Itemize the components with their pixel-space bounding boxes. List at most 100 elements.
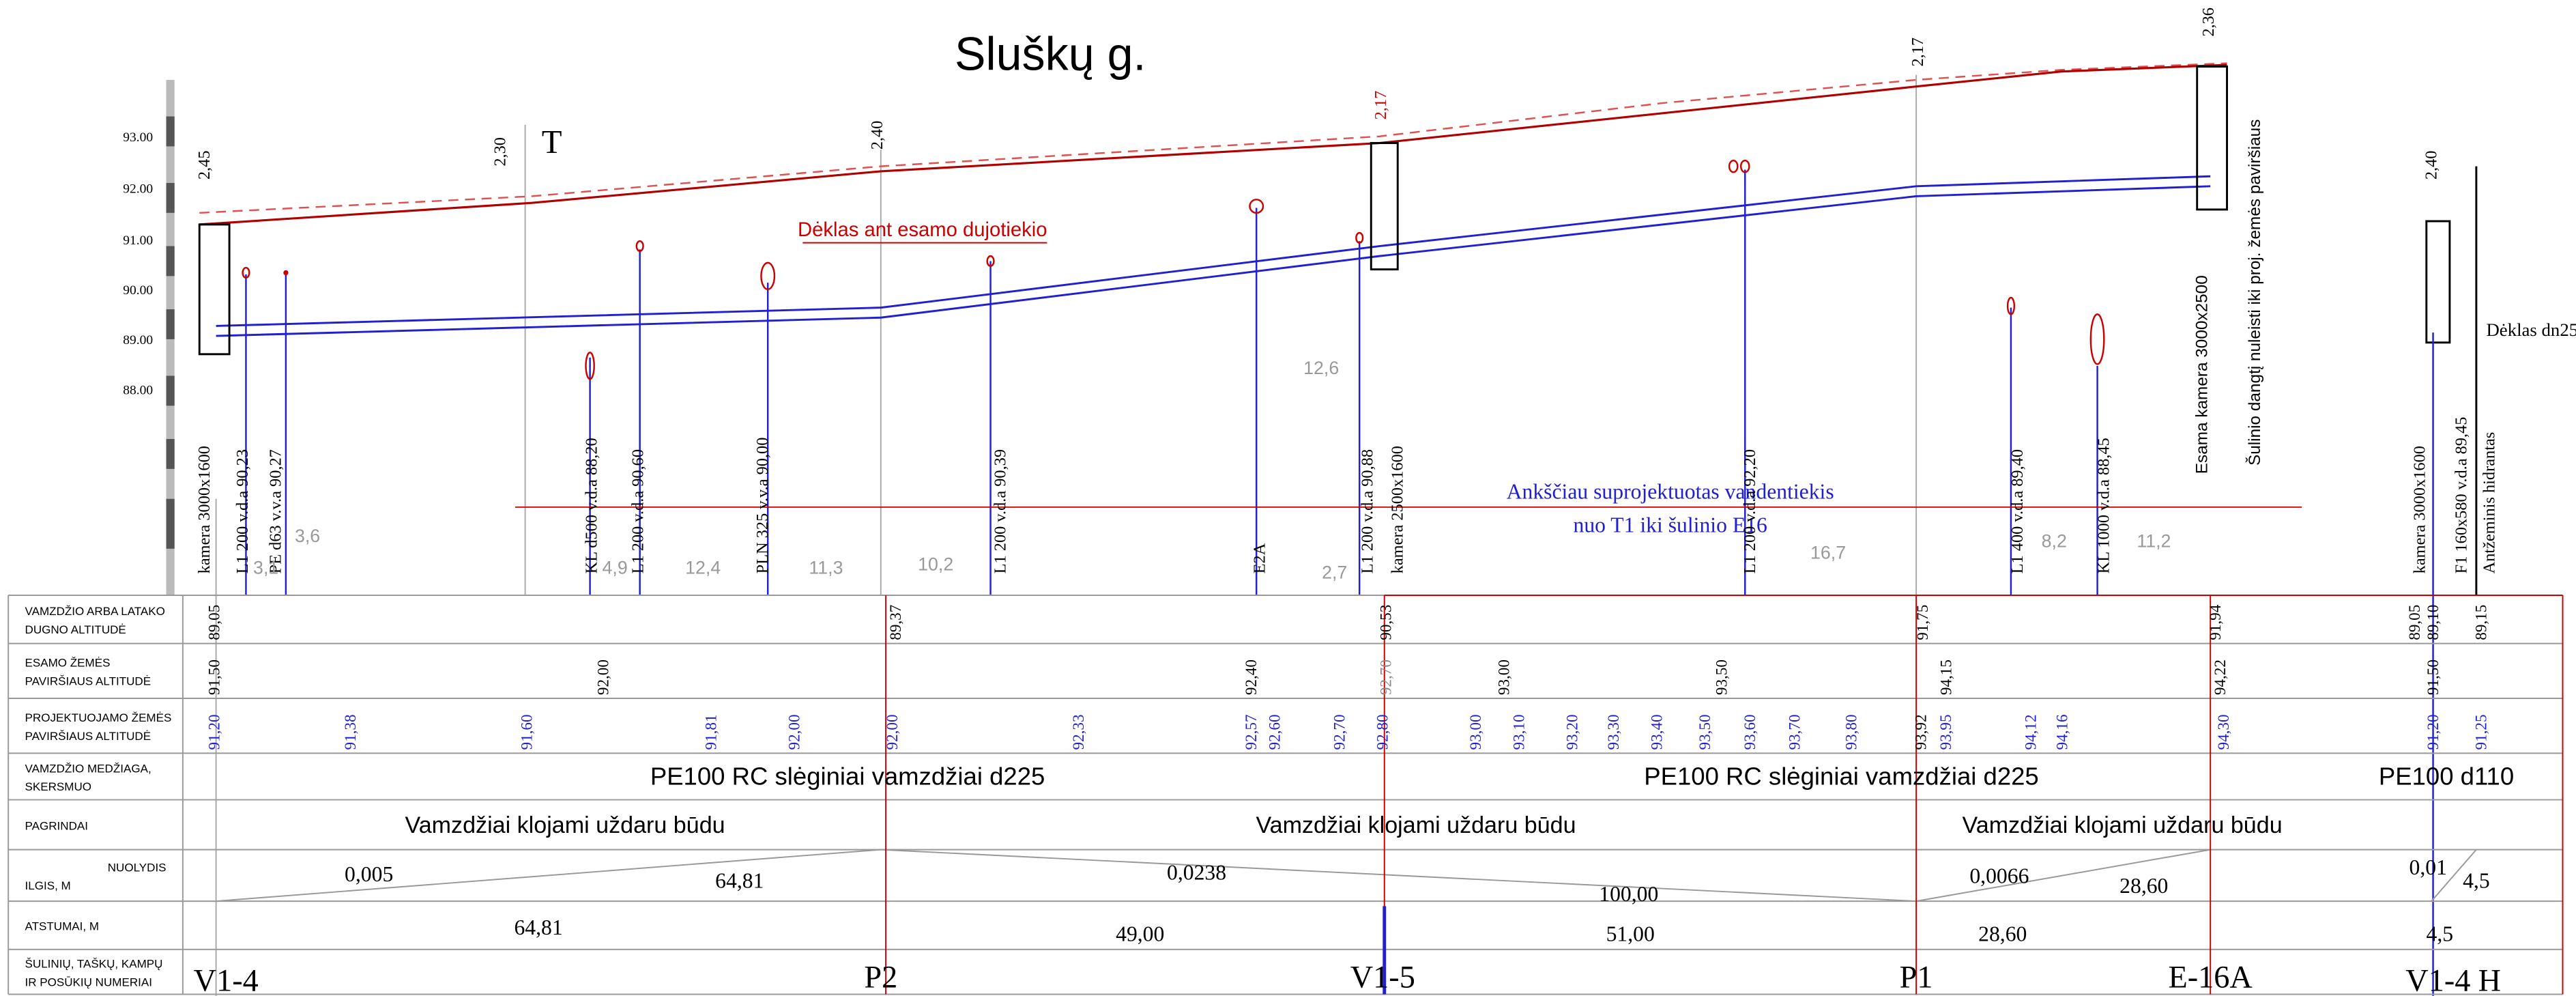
table-value: 93,50 [1696,714,1714,750]
dimension-label: 12,6 [1303,358,1339,378]
chambers [198,66,2478,595]
note-casing-dn250: Dėklas dn250 [2486,319,2576,340]
dimension-label: 3,6 [295,526,320,546]
table-value: 89,05 [2406,605,2424,640]
table-grid [8,595,2564,995]
crossing-lines [242,159,2434,996]
table-value: 89,05 [205,605,223,640]
table-value: 0,0238 [1167,860,1226,884]
table-value: 94,30 [2215,714,2233,750]
row-label: VAMZDŽIO ARBA LATAKO [25,605,165,618]
table-value: P2 [864,961,897,995]
crossing-label: L1 200 v.d.a 90,60 [629,449,648,573]
row-label: ATSTUMAI, M [25,920,100,933]
row-label: PROJEKTUOJAMO ŽEMĖS [25,711,172,724]
dimension-label: 16,7 [1810,542,1846,563]
row-label: ILGIS, M [25,879,71,892]
row-label: PAVIRŠIAUS ALTITUDĖ [25,674,151,687]
table-value: 94,16 [2054,714,2072,750]
table-value: 64,81 [715,869,764,893]
table-value: 89,10 [2425,605,2442,640]
crossing-label: kamera 3000x1600 [195,446,214,573]
row-label: SKERSMUO [25,780,91,793]
table-value: 91,38 [342,714,360,750]
depth-label: 2,36 [2199,8,2218,37]
depth-label: 2,30 [491,137,509,167]
table-value: V1-4 [2405,964,2470,996]
pipe-bottom [216,185,2211,337]
existing-ground [199,62,2227,214]
table-value: 93,70 [1786,714,1804,750]
table-value: 0,01 [2409,855,2447,879]
table-value: 93,80 [1842,714,1860,750]
crossing-label: L1 200 v.d.a 90,88 [1359,449,1377,573]
table-value: 93,60 [1741,714,1759,750]
row-label: NUOLYDIS [108,861,167,874]
elevation-label: 89.00 [123,333,153,347]
table-value: 94,12 [2022,714,2040,750]
dimension-label: 10,2 [918,554,953,574]
pipe-top [216,175,2211,327]
table-value: 28,60 [1978,922,2027,946]
table-value: 92,00 [594,659,612,695]
crossing-label: KL d500 v.d.a 88,20 [582,438,600,573]
table-value: Vamzdžiai klojami uždaru būdu [405,812,725,838]
table-value: 89,15 [2472,605,2490,640]
table-value: 92,40 [1243,659,1260,695]
table-value: 94,15 [1937,659,1955,695]
table-value: 93,10 [1510,714,1528,750]
row-label: ESAMO ŽEMĖS [25,657,111,670]
dimension-label: 2,7 [1322,563,1347,583]
elevation-label: 93.00 [123,130,153,145]
table-value: Vamzdžiai klojami uždaru būdu [1963,812,2283,838]
depth-label: 2,17 [1372,91,1390,120]
table-value: 92,70 [1378,659,1395,695]
row-label: VAMZDŽIO MEDŽIAGA, [25,762,151,775]
table-value: 92,33 [1070,714,1088,750]
dimension-label: 11,2 [2137,530,2171,551]
table-value: 0,005 [345,862,393,886]
table-value: 89,37 [887,605,905,640]
crossing-label: kamera 3000x1600 [2410,446,2429,573]
table-value: PE100 d110 [2379,763,2514,791]
title: Sluškų g. [955,28,1146,80]
table-value: 92,70 [1331,714,1348,750]
table-value: PE100 RC slėginiai vamzdžiai d225 [1644,763,2038,791]
crossing-label: PLN 325 v.v.a 90,00 [753,438,772,574]
row-label: DUGNO ALTITUDĖ [25,623,126,636]
row-label: IR POSŪKIŲ NUMERIAI [25,976,152,988]
table-value: 91,25 [2472,714,2490,750]
table-value: V1-4 [194,964,259,996]
table-value: Vamzdžiai klojami uždaru būdu [1256,812,1576,838]
depth-label: 2,17 [1909,38,1927,67]
table-value: 28,60 [2119,874,2168,898]
table-value: 51,00 [1606,922,1655,946]
elevation-label: 92.00 [123,182,153,197]
table-value: 93,50 [1713,659,1731,695]
table-value: 93,30 [1605,714,1623,750]
table-value: 92,60 [1266,714,1284,750]
dimension-label: 3,1 [253,557,278,578]
row-label: PAGRINDAI [25,819,88,832]
table-value: 91,94 [2207,604,2225,640]
crossing-label: E2A [1250,543,1269,573]
depth-label: 2,40 [2422,150,2440,180]
depth-label: 2,40 [868,121,886,150]
crossing-label: KL 1000 v.d.a 88,45 [2095,438,2113,573]
table-value: 91,60 [518,714,536,750]
table-value: 94,22 [2212,659,2229,695]
table-value: P1 [1900,961,1933,995]
crossing-label: kamera 2500x1600 [1389,446,1407,573]
crossing-label: L1 200 v.d.a 90,39 [991,449,1009,573]
row-label: ŠULINIŲ, TAŠKŲ, KAMPŲ [25,958,163,971]
table-value: 93,40 [1648,714,1666,750]
table-value: 4,5 [2427,922,2454,946]
crossing-label: Antžeminis hidrantas [2480,432,2499,574]
table-value: 92,57 [1243,714,1260,750]
table-value: 92,00 [884,714,901,750]
row-label: PAVIRŠIAUS ALTITUDĖ [25,730,151,743]
crossing-label: L1 400 v.d.a 89,40 [2008,449,2027,573]
table-value: 92,80 [1374,714,1392,750]
